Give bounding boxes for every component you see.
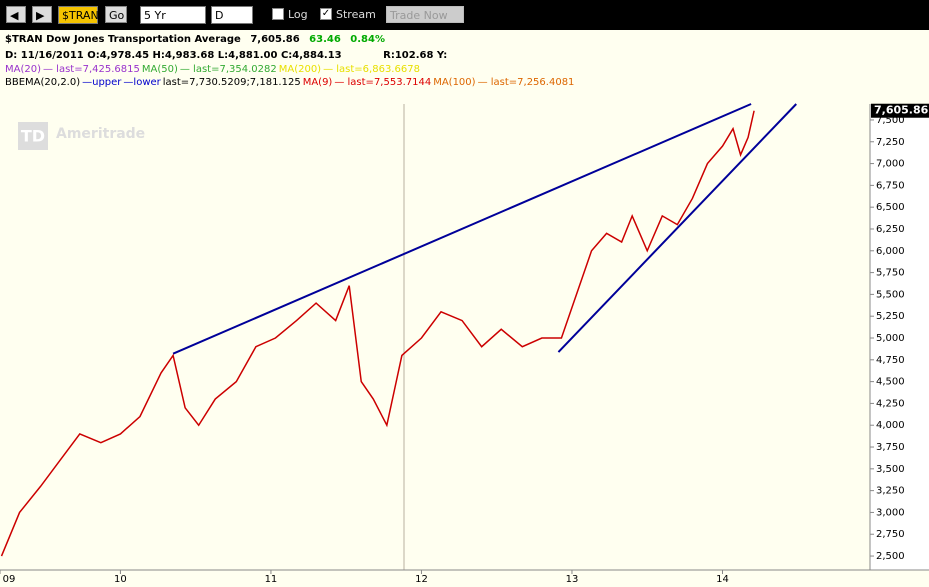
y-tick-label: 5,000: [876, 333, 905, 344]
title: $TRAN Dow Jones Transportation Average: [5, 34, 241, 45]
study-label: — last=6,863.6678: [323, 64, 420, 75]
forward-button[interactable]: ▶: [32, 6, 52, 23]
y-tick-label: 5,750: [876, 268, 905, 279]
price-axis-bg: [870, 104, 929, 570]
go-button[interactable]: Go: [105, 6, 127, 23]
studies-row: MA(20) — last=7,425.6815 MA(50) — last=7,35…: [5, 64, 422, 75]
x-tick-label: 14: [716, 574, 729, 585]
y-tick-label: 7,500: [876, 115, 905, 126]
header: $TRAN Dow Jones Transportation Average 7…: [0, 30, 929, 104]
change: 63.46: [309, 34, 341, 45]
study-label: MA(200): [278, 64, 322, 75]
title-row: $TRAN Dow Jones Transportation Average 7…: [5, 34, 387, 45]
y-tick-label: 4,750: [876, 355, 905, 366]
range: R:102.68 Y:: [383, 50, 448, 61]
study-label: — last=7,256.4081: [477, 77, 575, 88]
trendline: [172, 103, 752, 355]
trendline: [557, 103, 797, 353]
x-tick-label: 11: [265, 574, 278, 585]
y-tick-label: 7,250: [876, 137, 905, 148]
y-tick-label: 7,000: [876, 159, 905, 170]
price-line: [0, 110, 755, 557]
study-label: MA(100): [433, 77, 476, 88]
study-label: MA(9): [302, 77, 333, 88]
y-tick-label: 4,250: [876, 398, 905, 409]
study-label: —lower: [123, 77, 161, 88]
stream-checkbox[interactable]: ✓: [320, 8, 332, 20]
y-tick-label: 3,250: [876, 486, 905, 497]
study-label: — last=7,425.6815: [43, 64, 140, 75]
study-label: MA(20): [5, 64, 41, 75]
y-tick-label: 4,000: [876, 420, 905, 431]
log-label: Log: [288, 8, 308, 21]
y-tick-label: 6,750: [876, 180, 905, 191]
last-price: 7,605.86: [250, 34, 300, 45]
symbol-input[interactable]: $TRAN: [58, 6, 99, 24]
last-price-label: 7,605.86: [874, 104, 929, 117]
y-tick-label: 3,500: [876, 464, 905, 475]
last-price-box: [871, 103, 929, 118]
back-button[interactable]: ◀: [6, 6, 26, 23]
ohlc-row: D: 11/16/2011 O:4,978.45 H:4,983.68 L:4,…: [5, 50, 449, 61]
watermark-logo: TD: [21, 127, 45, 146]
range-select[interactable]: 5 Yr: [140, 6, 206, 24]
y-tick-label: 6,250: [876, 224, 905, 235]
watermark-logo-box: [18, 122, 48, 150]
y-tick-label: 5,500: [876, 289, 905, 300]
y-tick-label: 5,250: [876, 311, 905, 322]
toolbar: ◀ ▶ $TRAN Go 5 Yr D Log ✓ Stream Trade N…: [0, 0, 929, 30]
y-tick-label: 6,500: [876, 202, 905, 213]
y-tick-label: 3,750: [876, 442, 905, 453]
study-label: — last=7,354.0282: [179, 64, 277, 75]
x-tick-label: 13: [566, 574, 579, 585]
y-tick-label: 4,500: [876, 377, 905, 388]
x-tick-label: 10: [114, 574, 127, 585]
y-tick-label: 2,750: [876, 529, 905, 540]
studies-row: BBEMA(20,2.0) —upper —lower last=7,730.5209…: [5, 77, 576, 88]
ohlc: D: 11/16/2011 O:4,978.45 H:4,983.68 L:4,…: [5, 50, 342, 61]
interval-select[interactable]: D: [211, 6, 253, 24]
y-tick-label: 2,500: [876, 551, 905, 562]
x-tick-label: 09: [3, 574, 16, 585]
study-label: MA(50): [141, 64, 178, 75]
trade-button[interactable]: Trade Now: [386, 6, 464, 23]
change-pct: 0.84%: [350, 34, 385, 45]
y-tick-label: 3,000: [876, 507, 905, 518]
study-label: —upper: [82, 77, 122, 88]
log-checkbox[interactable]: [272, 8, 284, 20]
stream-label: Stream: [336, 8, 376, 21]
watermark-brand: Ameritrade: [56, 126, 145, 142]
study-label: BBEMA(20,2.0): [5, 77, 81, 88]
study-label: last=7,730.5209;7,181.125: [162, 77, 301, 88]
x-tick-label: 12: [415, 574, 428, 585]
study-label: — last=7,553.7144: [334, 77, 432, 88]
y-tick-label: 6,000: [876, 246, 905, 257]
